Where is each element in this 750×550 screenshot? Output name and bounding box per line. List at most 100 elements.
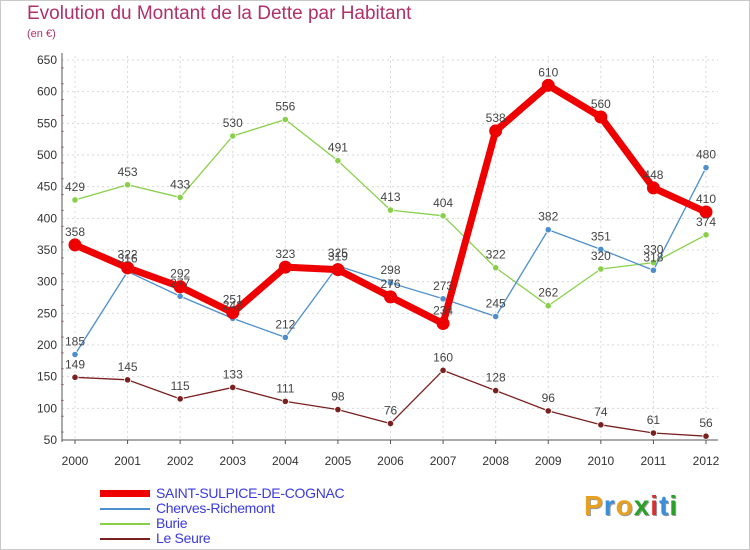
data-label: 330 bbox=[643, 243, 663, 257]
logo-letter: r bbox=[603, 490, 616, 521]
x-tick-label: 2003 bbox=[219, 454, 246, 468]
data-point bbox=[68, 238, 82, 252]
x-tick-label: 2010 bbox=[587, 454, 614, 468]
data-label: 76 bbox=[384, 404, 398, 418]
data-label: 382 bbox=[538, 210, 558, 224]
data-label: 320 bbox=[591, 249, 611, 263]
data-point bbox=[123, 181, 132, 189]
data-label: 538 bbox=[486, 111, 506, 125]
data-point bbox=[331, 263, 345, 277]
data-label: 556 bbox=[275, 100, 295, 114]
legend-label: Cherves-Richemont bbox=[156, 500, 275, 516]
x-tick-label: 2005 bbox=[325, 454, 352, 468]
data-label: 448 bbox=[643, 168, 663, 182]
series-saint-sulpice-de-cognac bbox=[68, 78, 713, 330]
data-point bbox=[71, 373, 79, 381]
logo-letter: o bbox=[615, 490, 634, 521]
data-point bbox=[384, 290, 397, 304]
data-point bbox=[173, 280, 187, 294]
y-tick-label: 200 bbox=[37, 338, 57, 352]
y-tick-label: 650 bbox=[37, 53, 57, 67]
chart-unit-label: (en €) bbox=[27, 28, 56, 40]
data-point bbox=[492, 386, 500, 395]
data-point bbox=[597, 265, 605, 273]
data-label: 212 bbox=[275, 317, 295, 331]
data-point bbox=[386, 206, 395, 214]
data-point bbox=[702, 164, 710, 172]
data-label: 560 bbox=[591, 97, 611, 111]
data-label: 453 bbox=[118, 165, 138, 179]
logo-letter: i bbox=[669, 490, 679, 521]
data-point bbox=[439, 212, 447, 220]
data-point bbox=[702, 432, 710, 440]
data-point bbox=[646, 181, 660, 195]
data-label: 491 bbox=[328, 141, 348, 155]
data-label: 276 bbox=[380, 277, 400, 291]
x-tick-label: 2002 bbox=[167, 454, 194, 468]
data-label: 185 bbox=[65, 335, 85, 349]
data-label: 133 bbox=[223, 367, 243, 381]
data-label: 530 bbox=[223, 116, 243, 130]
data-label: 61 bbox=[647, 413, 661, 427]
data-label: 410 bbox=[696, 192, 716, 206]
data-point bbox=[489, 124, 503, 138]
data-label: 358 bbox=[65, 225, 85, 239]
data-label: 433 bbox=[170, 177, 190, 191]
x-tick-label: 2006 bbox=[377, 454, 404, 468]
data-label: 480 bbox=[696, 148, 716, 162]
data-point bbox=[229, 383, 237, 392]
legend-label: Burie bbox=[156, 515, 188, 531]
data-point bbox=[71, 350, 79, 359]
data-point bbox=[702, 231, 710, 239]
data-point bbox=[386, 419, 395, 428]
data-point bbox=[597, 245, 605, 253]
data-point bbox=[649, 429, 658, 437]
data-label: 56 bbox=[699, 416, 713, 430]
proxiti-logo: Proxiti bbox=[584, 490, 678, 522]
data-label: 404 bbox=[433, 196, 453, 210]
data-label: 115 bbox=[171, 379, 190, 393]
y-tick-label: 100 bbox=[37, 401, 57, 415]
data-label: 374 bbox=[696, 215, 716, 229]
legend-label: SAINT-SULPICE-DE-COGNAC bbox=[156, 485, 345, 501]
data-label: 610 bbox=[538, 65, 558, 79]
data-point bbox=[281, 115, 289, 124]
data-point bbox=[229, 132, 237, 140]
data-label: 149 bbox=[65, 357, 85, 371]
data-point bbox=[121, 261, 135, 275]
data-point bbox=[594, 110, 608, 124]
data-point bbox=[544, 226, 552, 234]
data-point bbox=[439, 295, 447, 303]
data-point bbox=[226, 306, 240, 320]
data-label: 316 bbox=[118, 252, 138, 266]
data-point bbox=[597, 421, 605, 429]
y-tick-label: 550 bbox=[37, 116, 57, 130]
y-tick-label: 400 bbox=[37, 211, 57, 225]
logo-letter: P bbox=[584, 490, 604, 521]
data-label: 318 bbox=[643, 250, 663, 264]
y-tick-label: 600 bbox=[37, 85, 57, 99]
data-label: 429 bbox=[65, 180, 85, 194]
legend-swatch bbox=[100, 538, 150, 540]
data-label: 234 bbox=[433, 303, 453, 317]
data-label: 74 bbox=[594, 405, 608, 419]
data-label: 273 bbox=[433, 279, 453, 293]
data-label: 160 bbox=[433, 350, 453, 364]
y-tick-label: 300 bbox=[37, 275, 57, 289]
data-point bbox=[123, 376, 132, 384]
data-point bbox=[699, 205, 713, 219]
y-tick-label: 500 bbox=[37, 148, 57, 162]
legend-swatch bbox=[100, 523, 150, 525]
data-label: 351 bbox=[591, 229, 611, 243]
data-label: 96 bbox=[542, 391, 556, 405]
data-label: 245 bbox=[486, 297, 506, 311]
data-label: 251 bbox=[223, 293, 243, 307]
data-label: 292 bbox=[170, 267, 190, 281]
data-point bbox=[492, 264, 500, 272]
x-tick-label: 2004 bbox=[272, 454, 299, 468]
y-tick-label: 150 bbox=[37, 370, 57, 384]
x-tick-label: 2008 bbox=[482, 454, 509, 468]
data-label: 111 bbox=[276, 381, 295, 395]
data-point bbox=[176, 193, 184, 202]
